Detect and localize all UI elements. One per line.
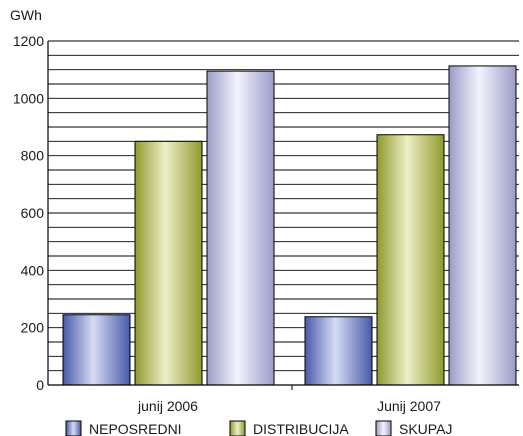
bar-neposredni-2	[304, 316, 373, 386]
y-tick-label: 600	[21, 205, 45, 221]
y-tick-label: 0	[36, 377, 44, 393]
bar-neposredni-1	[62, 314, 131, 386]
legend: NEPOSREDNI DISTRIBUCIJA SKUPAJ	[65, 420, 452, 436]
legend-label-neposredni: NEPOSREDNI	[89, 421, 182, 436]
y-tick-label: 800	[21, 148, 45, 164]
y-tick-label: 1000	[13, 90, 44, 106]
legend-swatch-distribucija	[229, 420, 246, 436]
bar-distribucija-2	[376, 134, 445, 386]
y-tick-label: 200	[21, 320, 45, 336]
x-tick-label: Junij 2007	[377, 398, 441, 414]
y-axis-ticks: 0 200 400 600 800 1000 1200	[13, 33, 44, 393]
bars	[62, 65, 517, 386]
bar-skupaj-1	[206, 70, 275, 386]
legend-swatch-neposredni	[65, 420, 82, 436]
bar-skupaj-2	[448, 65, 517, 386]
y-axis-label: GWh	[10, 7, 42, 23]
legend-label-distribucija: DISTRIBUCIJA	[253, 421, 349, 436]
legend-label-skupaj: SKUPAJ	[399, 421, 452, 436]
bar-distribucija-1	[134, 140, 203, 386]
x-tick-label: junij 2006	[137, 398, 198, 414]
y-tick-label: 1200	[13, 33, 44, 49]
y-tick-label: 400	[21, 262, 45, 278]
legend-swatch-skupaj	[375, 420, 392, 436]
axes	[47, 41, 519, 390]
x-axis-ticks: junij 2006 Junij 2007	[137, 398, 441, 414]
